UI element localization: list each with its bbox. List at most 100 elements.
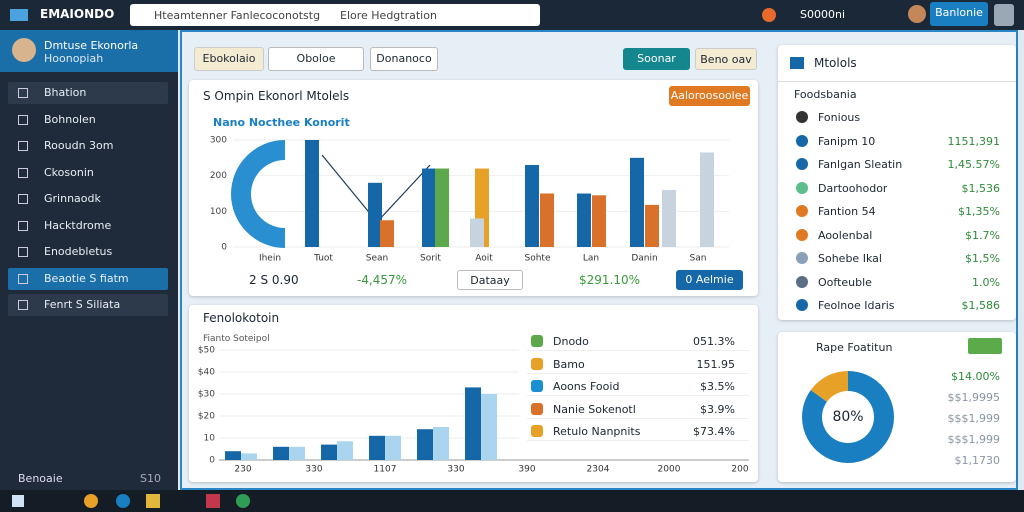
app-icon[interactable] <box>84 494 98 508</box>
row-label: Sohebe Ikal <box>818 252 882 265</box>
list-item[interactable]: Dnodo 051.3% <box>527 331 749 351</box>
menu-icon <box>18 273 28 284</box>
row-label: Fanlgan Sleatin <box>818 158 903 171</box>
header-button[interactable]: Banlonie <box>930 2 988 26</box>
card-title: Fenolokotoin <box>203 311 280 325</box>
legend-value: $$$1,999 <box>947 412 1001 425</box>
panel-row[interactable]: Oofteuble 1.0% <box>786 272 1008 292</box>
list-item[interactable]: Aoons Fooid $3.5% <box>527 376 749 396</box>
panel-row[interactable]: Fonious <box>786 107 1008 127</box>
row-icon <box>796 228 808 241</box>
menu-item[interactable]: Bhation <box>8 82 168 104</box>
menu-item[interactable]: Ckosonin <box>8 162 168 184</box>
bar <box>337 441 353 460</box>
row-value: $1,5% <box>965 252 1000 265</box>
menu-label: Ckosonin <box>44 165 94 179</box>
x-tick-label: 330 <box>447 465 464 475</box>
search-tag: Elore Hedgtration <box>340 9 437 22</box>
bar <box>417 429 433 460</box>
secondary-button[interactable]: Beno oav <box>695 48 757 70</box>
list-item[interactable]: Retulo Nanpnits $73.4% <box>527 421 749 441</box>
trend-chart: 0 10 $20 $30 $40 $50 230 330 1107 330 390 2304 2000 2… <box>198 346 749 475</box>
row-label: Aoolenbal <box>818 228 873 242</box>
x-tick-label: Sean <box>366 254 388 264</box>
row-icon <box>796 252 808 264</box>
status: S0000ni <box>800 8 846 21</box>
menu-item[interactable]: Grinnaodk <box>8 188 168 210</box>
card-title: S Ompin Ekonorl Mtolels <box>203 89 350 103</box>
panel-row[interactable]: Fantion 54 $1,35% <box>786 201 1008 221</box>
menu-icon <box>18 141 28 151</box>
menu-item[interactable]: Bohnolen <box>8 109 168 131</box>
stat-button[interactable]: Dataay <box>457 270 523 290</box>
bar <box>225 451 241 460</box>
list-value: $3.5% <box>700 380 735 393</box>
bar <box>435 168 449 247</box>
field[interactable]: Donanoco <box>370 47 438 71</box>
panel-row[interactable]: Dartoohodor $1,536 <box>786 178 1008 198</box>
avatar[interactable] <box>994 4 1014 26</box>
action-button[interactable]: Aaloroosoolee <box>669 86 750 106</box>
row-icon <box>796 205 808 217</box>
row-label: Dartoohodor <box>818 181 888 195</box>
bar <box>662 189 676 247</box>
action-button[interactable]: 0 Aelmie <box>676 270 743 290</box>
menu-label: Beaotie S fiatm <box>44 271 129 285</box>
row-label: Fantion 54 <box>818 205 876 218</box>
list-icon <box>531 335 543 347</box>
bar <box>289 446 305 460</box>
x-tick-label: Sorit <box>420 254 441 264</box>
panel-row[interactable]: Aoolenbal $1.7% <box>786 225 1008 245</box>
y-tick-label: 200 <box>210 171 227 181</box>
legend-value: $$1,9995 <box>947 391 1001 404</box>
menu-item[interactable]: Fenrt S Siliata <box>8 294 168 316</box>
app-icon[interactable] <box>146 494 160 508</box>
top-bar: EMAIONDO Hteamtenner Fanlecoconotstg Elo… <box>0 0 1024 30</box>
list-value: 151.95 <box>696 357 736 371</box>
menu-icon <box>18 247 28 257</box>
avatar[interactable] <box>908 5 926 23</box>
y-tick-label: 100 <box>210 207 227 217</box>
panel-row[interactable]: Feolnoe Idaris $1,586 <box>786 295 1008 315</box>
search-box[interactable]: Hteamtenner Fanlecoconotstg Elore Hedgtr… <box>130 4 540 26</box>
list-item[interactable]: Nanie Sokenotl $3.9% <box>527 399 749 419</box>
list-icon <box>531 357 543 370</box>
row-icon <box>796 158 808 170</box>
list-label: Dnodo <box>553 335 589 348</box>
menu-item[interactable]: Rooudn 3om <box>8 135 168 157</box>
menu-item[interactable]: Hacktdrome <box>8 215 168 237</box>
chart-legend: Fianto Soteipol <box>203 334 270 344</box>
row-icon <box>796 181 808 194</box>
list-icon <box>531 380 543 392</box>
bar <box>385 435 401 460</box>
donut-chart: 80% <box>802 371 894 463</box>
chip[interactable]: Ebokolaio <box>194 47 264 71</box>
icon[interactable] <box>762 8 776 22</box>
list-item[interactable]: Bamo 151.95 <box>527 354 749 374</box>
menu-item[interactable]: Enodebletus <box>8 241 168 263</box>
x-tick-label: Ihein <box>259 254 281 264</box>
x-tick-label: 1107 <box>374 465 397 475</box>
row-label: Feolnoe Idaris <box>818 299 895 312</box>
bar <box>273 446 289 460</box>
x-tick-label: 390 <box>518 465 535 475</box>
panel-row[interactable]: Fanipm 10 1151,391 <box>786 131 1008 151</box>
start-button[interactable] <box>12 495 24 507</box>
menu-item[interactable]: Beaotie S fiatm <box>8 267 168 290</box>
panel-row[interactable]: Fanlgan Sleatin 1,45.57% <box>786 154 1008 174</box>
x-tick-label: San <box>690 254 707 264</box>
row-label: Oofteuble <box>818 275 872 289</box>
divider <box>778 81 1016 82</box>
row-value: $1,536 <box>961 181 1001 195</box>
sidebar: Dmtuse Ekonorla Hoonopiah Bhation Bohnole… <box>0 30 178 490</box>
dropdown[interactable]: Oboloe <box>268 47 364 71</box>
menu-label: Bohnolen <box>44 112 96 126</box>
app-icon[interactable] <box>236 494 250 508</box>
app-icon[interactable] <box>206 494 220 508</box>
panel-row[interactable]: Sohebe Ikal $1,5% <box>786 248 1008 268</box>
green-button[interactable] <box>968 338 1002 354</box>
x-tick-label: 200 <box>731 465 748 475</box>
card-title: Rape Foatitun <box>816 341 893 354</box>
app-icon[interactable] <box>116 494 130 508</box>
primary-button[interactable]: Soonar <box>623 48 690 70</box>
